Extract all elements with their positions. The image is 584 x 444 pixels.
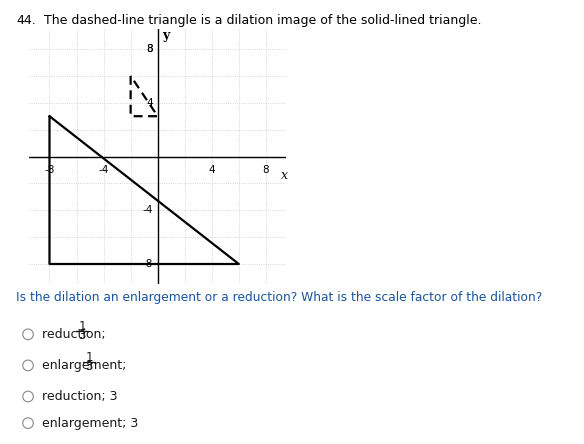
Text: -8: -8 [142,259,153,269]
Text: 1: 1 [78,320,86,333]
Text: 3: 3 [78,329,86,342]
Text: 8: 8 [263,165,269,174]
Text: x: x [281,169,288,182]
Text: Is the dilation an enlargement or a reduction? What is the scale factor of the d: Is the dilation an enlargement or a redu… [16,291,543,304]
Text: 8: 8 [147,44,153,54]
Text: -8: -8 [44,165,55,174]
Text: reduction;: reduction; [42,328,118,341]
Text: -4: -4 [98,165,109,174]
Text: -4: -4 [142,205,153,215]
Text: enlargement;: enlargement; [42,359,139,372]
Text: reduction; 3: reduction; 3 [42,390,117,403]
Text: The dashed-line triangle is a dilation image of the solid-lined triangle.: The dashed-line triangle is a dilation i… [44,14,481,27]
Text: 4: 4 [147,98,153,108]
Text: 3: 3 [85,360,93,373]
Text: 8: 8 [147,44,153,54]
Text: y: y [162,29,170,42]
Text: 4: 4 [208,165,215,174]
Text: enlargement; 3: enlargement; 3 [42,416,138,430]
Text: 1: 1 [85,351,93,364]
Text: 44.: 44. [16,14,36,27]
